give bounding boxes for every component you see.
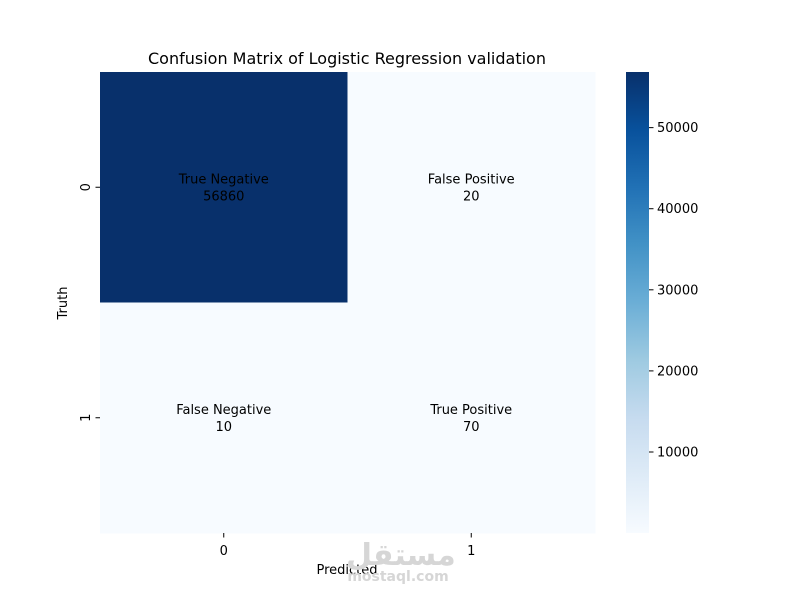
cell-value: 20	[463, 189, 480, 204]
y-tick-label: 0	[79, 183, 94, 191]
heatmap-cell	[100, 302, 348, 534]
chart-title: Confusion Matrix of Logistic Regression …	[148, 49, 546, 68]
cell-value: 70	[463, 420, 480, 435]
y-axis: 01	[79, 183, 100, 422]
heatmap-cell-labels: True Negative 56860 False Positive 20 False …	[176, 172, 515, 435]
colorbar-tick-label: 40000	[657, 202, 698, 217]
cell-label: False Positive	[428, 172, 515, 187]
heatmap-cell	[347, 72, 596, 303]
colorbar-tick-label: 20000	[657, 364, 698, 379]
colorbar-ticks: 10000 20000 30000 40000 50000	[649, 121, 698, 460]
x-axis-label: Predicted	[316, 563, 377, 578]
cell-label: False Negative	[176, 403, 271, 418]
colorbar-tick-label: 10000	[657, 445, 698, 460]
y-tick-label: 1	[79, 414, 94, 422]
x-tick-label: 1	[467, 544, 475, 559]
heatmap-cell	[100, 72, 348, 303]
y-axis-label: Truth	[56, 287, 71, 321]
heatmap-cell	[347, 302, 596, 534]
cell-label: True Positive	[429, 403, 512, 418]
heatmap-cells	[100, 72, 596, 534]
colorbar: 10000 20000 30000 40000 50000	[626, 72, 698, 533]
cell-value: 56860	[203, 189, 244, 204]
cell-label: True Negative	[178, 172, 269, 187]
colorbar-tick-label: 30000	[657, 283, 698, 298]
colorbar-gradient	[626, 72, 649, 533]
cell-value: 10	[215, 420, 232, 435]
x-tick-label: 0	[220, 544, 228, 559]
colorbar-tick-label: 50000	[657, 121, 698, 136]
